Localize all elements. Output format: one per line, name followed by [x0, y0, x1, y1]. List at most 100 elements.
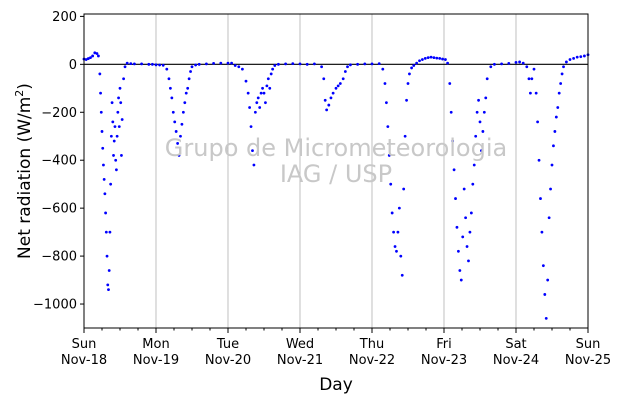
y-axis-title: Net radiation (W/m2): [13, 83, 35, 259]
y-axis-title-close: ): [15, 83, 35, 90]
data-point: [539, 197, 542, 200]
data-point: [469, 211, 473, 215]
data-point: [102, 163, 105, 167]
data-point: [184, 91, 188, 95]
data-point: [441, 57, 444, 61]
y-tick-label: −600: [41, 202, 77, 217]
data-point: [415, 61, 419, 65]
data-point: [465, 245, 469, 248]
data-point: [100, 130, 104, 133]
data-point: [389, 182, 393, 186]
data-point: [212, 61, 216, 65]
data-point: [106, 283, 110, 287]
data-point: [103, 192, 107, 196]
data-point: [205, 62, 208, 66]
data-point: [154, 63, 158, 67]
x-tick-date: Nov-23: [421, 353, 467, 368]
data-point: [190, 65, 194, 69]
data-point: [271, 67, 275, 71]
data-point: [180, 122, 184, 126]
data-point: [575, 55, 579, 59]
y-tick-label: −1000: [33, 298, 77, 313]
data-point: [86, 57, 90, 60]
data-point: [147, 62, 151, 66]
data-point: [557, 91, 561, 95]
data-point: [102, 177, 106, 181]
data-point: [84, 58, 88, 61]
data-point: [151, 62, 154, 66]
data-point: [161, 63, 165, 67]
x-tick-day: Sat: [505, 337, 526, 352]
x-tick-day: Wed: [286, 337, 314, 352]
x-tick-date: Nov-20: [205, 353, 251, 368]
y-axis-title-sup: 2: [13, 90, 26, 97]
data-point: [556, 106, 560, 109]
data-point: [187, 77, 191, 81]
data-point: [444, 58, 447, 61]
data-point: [140, 62, 144, 66]
data-point: [406, 82, 410, 85]
data-point: [568, 58, 572, 61]
data-point: [116, 110, 120, 114]
data-point: [114, 158, 118, 162]
y-tick-label: −200: [41, 106, 77, 121]
data-point: [543, 293, 547, 296]
data-point: [553, 130, 557, 133]
data-point: [91, 54, 95, 58]
x-tick-day: Fri: [436, 337, 452, 352]
data-point: [179, 134, 182, 138]
data-point: [541, 264, 545, 268]
data-point: [298, 62, 302, 66]
data-point: [323, 98, 327, 102]
data-point: [530, 77, 534, 81]
data-point: [562, 65, 565, 69]
x-tick-day: Mon: [142, 337, 169, 352]
data-point: [540, 230, 544, 234]
data-point: [418, 59, 421, 63]
data-point: [449, 110, 453, 114]
data-point: [471, 182, 475, 186]
data-point: [123, 65, 127, 69]
data-point: [226, 61, 230, 65]
data-point: [104, 230, 108, 234]
data-point: [550, 163, 554, 167]
data-point: [461, 235, 465, 239]
data-point: [462, 187, 466, 191]
data-point: [536, 120, 539, 124]
data-point: [451, 139, 455, 143]
x-tick-day: Sun: [576, 337, 601, 352]
data-point: [109, 182, 113, 186]
data-point: [255, 101, 259, 105]
data-point: [544, 317, 548, 320]
data-point: [174, 130, 178, 133]
data-point: [233, 64, 237, 67]
data-point: [392, 230, 395, 234]
data-point: [481, 130, 485, 133]
data-point: [396, 230, 400, 234]
data-point: [387, 154, 391, 157]
data-point: [117, 125, 121, 129]
data-point: [455, 225, 459, 229]
x-tick-date: Nov-19: [133, 353, 179, 368]
data-point: [426, 56, 430, 60]
data-point: [525, 65, 529, 69]
data-point: [421, 58, 424, 61]
data-point: [105, 254, 109, 258]
data-point: [583, 54, 586, 58]
data-point: [266, 77, 270, 81]
data-point: [118, 86, 122, 90]
x-tick-date: Nov-18: [61, 353, 107, 368]
data-point: [467, 259, 470, 263]
data-point: [560, 72, 564, 76]
data-point: [529, 91, 532, 95]
data-point: [482, 110, 486, 114]
data-point: [381, 67, 385, 71]
data-point: [363, 62, 367, 66]
data-point: [493, 62, 496, 66]
data-point: [249, 125, 253, 129]
data-point: [313, 62, 316, 66]
data-point: [189, 70, 192, 73]
data-point: [410, 66, 413, 70]
grid-lines: [155, 14, 517, 328]
data-point: [109, 134, 113, 138]
